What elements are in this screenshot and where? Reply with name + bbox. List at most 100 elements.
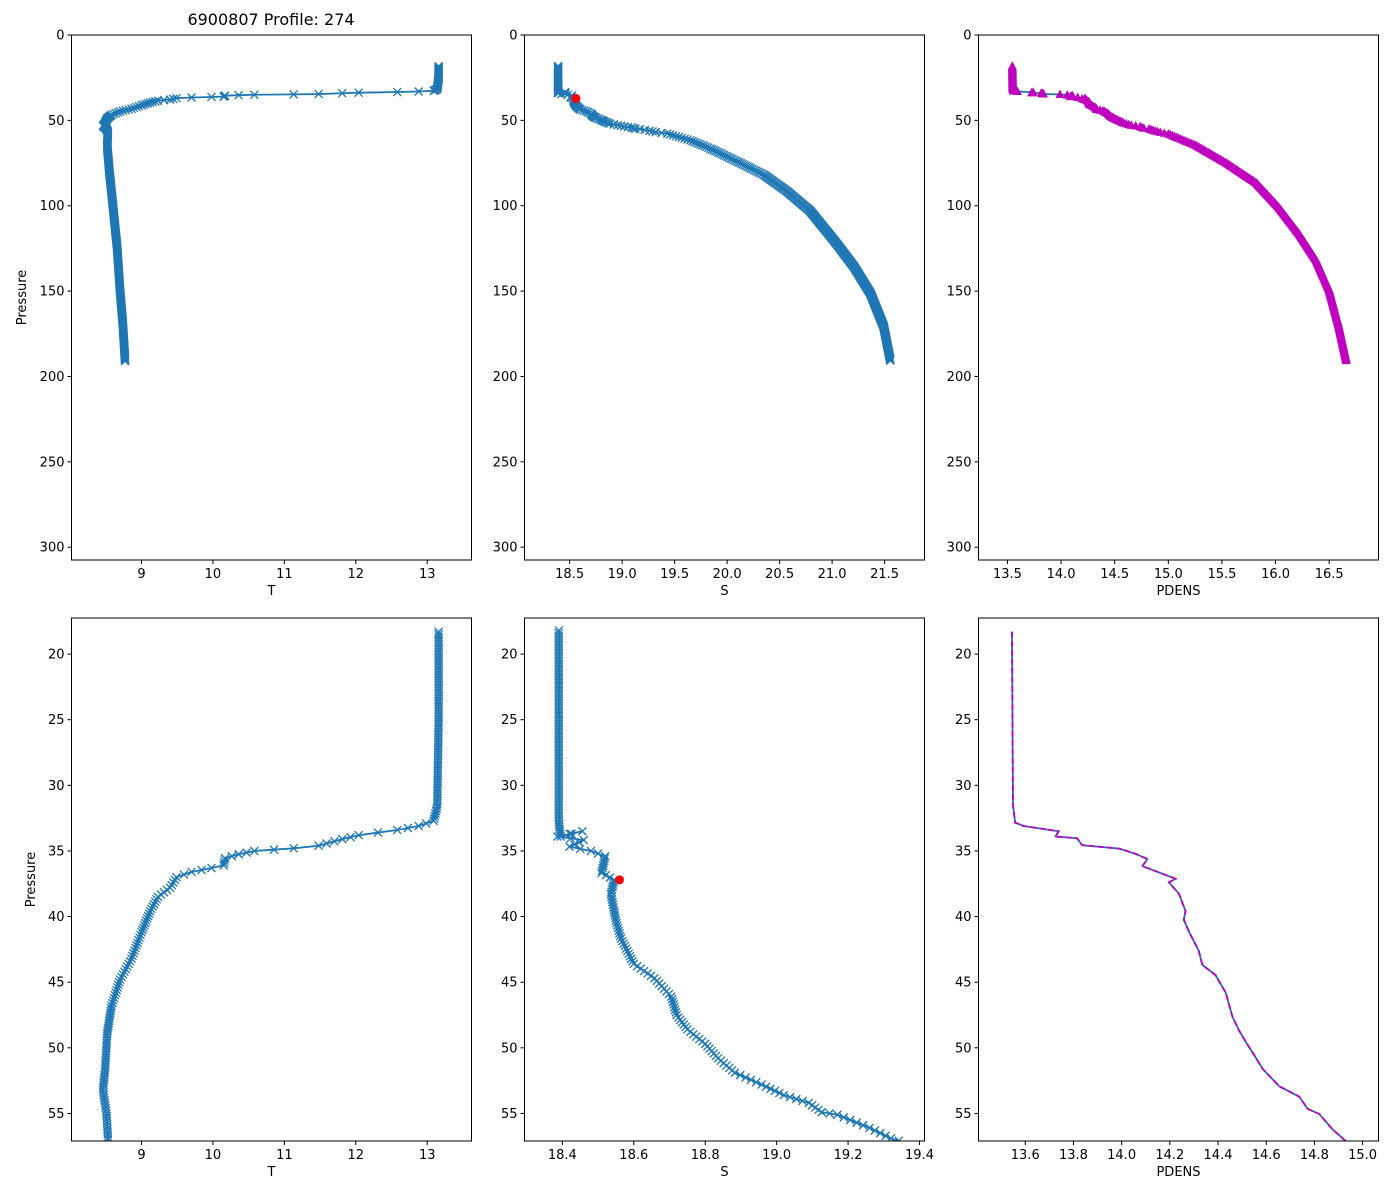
data-point-marker-x: [852, 1118, 862, 1128]
data-point-marker-x: [142, 913, 152, 923]
data-point-marker-x: [622, 946, 632, 956]
x-tick-label: 11: [276, 1148, 293, 1163]
x-tick-label: 14.5: [1100, 567, 1129, 582]
data-point-marker-x: [137, 100, 146, 110]
x-tick-label: 10: [205, 1148, 222, 1163]
series-dashed-line-pdens: [1011, 631, 1347, 1141]
data-point-marker-x: [403, 823, 413, 833]
data-point-marker-x: [354, 88, 364, 98]
data-point-marker-x: [677, 133, 687, 143]
data-point-marker-x: [132, 102, 141, 112]
data-point-marker-x: [124, 959, 134, 969]
data-point-marker-x: [227, 851, 237, 861]
y-tick-label: 25: [48, 713, 65, 728]
data-point-marker-x: [170, 875, 180, 885]
data-point-marker-x: [137, 927, 146, 937]
data-point-marker-x: [617, 936, 627, 946]
data-point-marker-x: [751, 1077, 761, 1087]
x-tick-label: 18.4: [548, 1148, 577, 1163]
axes-frame: [71, 617, 472, 1142]
y-tick-label: 50: [48, 114, 65, 129]
data-point-marker-x: [741, 1073, 751, 1082]
data-point-marker-x: [779, 1090, 789, 1100]
data-point-marker-x: [337, 834, 347, 844]
data-point-marker-x: [662, 129, 672, 139]
data-point-marker-x: [668, 130, 678, 140]
highlight-point: [571, 94, 581, 104]
data-point-marker-x: [115, 975, 125, 985]
data-point-marker-x: [597, 868, 607, 878]
data-point-marker-x: [108, 996, 118, 1006]
data-point-marker-x: [234, 90, 244, 100]
data-point-marker-x: [414, 821, 424, 831]
y-tick-label: 55: [501, 1107, 518, 1122]
data-point-marker-x: [392, 87, 402, 97]
x-tick-label: 18.5: [555, 567, 584, 582]
data-point-marker-x: [429, 86, 439, 96]
y-tick-label: 150: [40, 285, 65, 300]
data-point-marker-x: [129, 948, 138, 958]
y-tick-label: 250: [493, 455, 518, 470]
x-axis-label: S: [720, 584, 728, 599]
data-point-marker-x: [132, 940, 141, 950]
data-point-marker-x: [144, 909, 154, 919]
x-tick-label: 13.5: [993, 567, 1022, 582]
y-tick-label: 200: [493, 370, 518, 385]
data-point-marker-x: [616, 934, 626, 943]
x-tick-label: 21.0: [818, 567, 847, 582]
y-tick-label: 300: [947, 541, 972, 556]
data-point-marker-x: [865, 1123, 874, 1133]
data-point-marker-x: [670, 1005, 680, 1015]
data-point-marker-x: [109, 993, 119, 1003]
data-point-marker-x: [114, 977, 124, 987]
data-point-marker-x: [615, 928, 624, 938]
x-tick-label: 20.0: [713, 567, 742, 582]
data-point-marker-x: [619, 122, 629, 131]
axes-t-full: 9 10 11 12 13 0 50 100 150 200 250 300 T Pressure: [15, 29, 472, 599]
highlight-point: [615, 875, 624, 885]
y-tick-label: 40: [501, 910, 518, 925]
x-tick-label: 14.0: [1107, 1148, 1136, 1163]
y-tick-label: 50: [955, 114, 972, 129]
x-axis-label: S: [720, 1165, 728, 1180]
data-point-marker-x: [117, 972, 126, 982]
data-point-marker-x: [886, 1133, 896, 1141]
data-point-marker-x: [234, 849, 244, 859]
data-point-marker-x: [626, 954, 636, 964]
data-point-marker-x: [565, 842, 574, 852]
data-point-marker-x: [120, 356, 130, 366]
data-point-marker-x: [152, 894, 162, 904]
axes-frame: [71, 34, 472, 561]
data-point-marker-triangle: [1341, 355, 1351, 365]
y-tick-label: 300: [493, 541, 518, 556]
y-tick-label: 150: [947, 285, 972, 300]
data-point-marker-x: [766, 1084, 775, 1094]
y-tick-label: 250: [947, 455, 972, 470]
data-point-marker-x: [624, 949, 634, 959]
x-tick-label: 14.2: [1155, 1148, 1184, 1163]
y-tick-label: 200: [40, 370, 65, 385]
x-tick-label: 14.0: [1047, 567, 1076, 582]
y-tick-label: 45: [501, 976, 518, 991]
data-point-marker-x: [757, 1080, 767, 1090]
y-tick-label: 300: [40, 541, 65, 556]
data-point-marker-x: [612, 918, 622, 928]
x-tick-label: 12: [348, 567, 365, 582]
data-point-marker-x: [107, 998, 117, 1008]
y-tick-label: 35: [501, 844, 518, 859]
axes-pdens-zoom: 13.6 13.8 14.0 14.2 14.4 14.6 14.8 15.0 20 25 30 35…: [955, 617, 1379, 1180]
data-point-marker-x: [593, 849, 603, 859]
data-point-marker-x: [735, 1070, 745, 1080]
data-point-marker-x: [289, 89, 299, 99]
x-tick-label: 14.4: [1204, 1148, 1233, 1163]
axes-s-full: 18.5 19.0 19.5 20.0 20.5 21.0 21.5 0 50 100 150 200…: [493, 29, 925, 599]
data-point-marker-x: [153, 892, 163, 902]
data-point-marker-x: [616, 121, 626, 131]
y-axis-label: Pressure: [24, 852, 39, 908]
data-point-marker-x: [187, 867, 196, 877]
series-line-pdens: [1011, 631, 1347, 1141]
data-point-marker-x: [103, 1135, 113, 1141]
data-point-marker-x: [619, 939, 628, 949]
data-point-marker-x: [314, 841, 324, 851]
